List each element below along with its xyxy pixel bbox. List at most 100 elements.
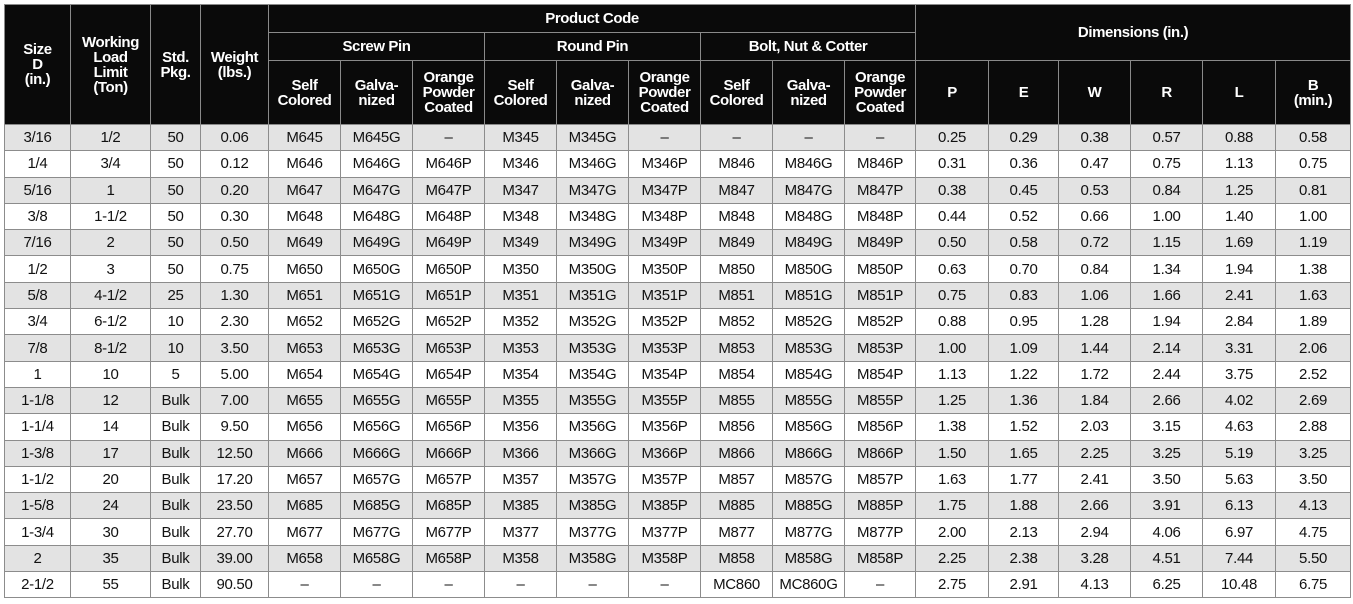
finish-header: Orange Powder Coated xyxy=(628,60,701,125)
table-cell: 7/8 xyxy=(4,334,71,362)
table-cell: – xyxy=(628,123,701,152)
table-cell: 5/16 xyxy=(4,176,71,204)
table-row: 1/2 3 50 0.75 M650 M650G M650P M350 M350G M350P M8… xyxy=(4,255,1352,283)
header-line: Self xyxy=(723,76,750,94)
table-cell: M877P xyxy=(843,518,917,546)
table-cell: M858 xyxy=(700,544,773,573)
table-cell: 0.12 xyxy=(200,150,269,178)
table-cell: 0.25 xyxy=(915,123,990,152)
table-cell: 50 xyxy=(150,123,201,152)
finish-header: Galva-nized xyxy=(556,60,629,125)
table-cell: 0.88 xyxy=(1202,123,1277,152)
table-cell: M651 xyxy=(268,281,341,310)
table-cell: 1.84 xyxy=(1058,386,1132,415)
header-line: Load xyxy=(93,48,128,66)
dimension-header: P xyxy=(915,60,990,125)
table-cell: 1-3/8 xyxy=(4,439,71,467)
header-line: Powder xyxy=(854,84,906,101)
table-cell: M885P xyxy=(843,492,917,520)
table-cell: M356P xyxy=(628,413,701,441)
table-cell: M656P xyxy=(412,413,485,441)
table-cell: 1/4 xyxy=(4,150,71,178)
table-cell: M658 xyxy=(268,544,341,573)
header-line: (Ton) xyxy=(93,78,128,96)
table-cell: Bulk xyxy=(150,386,201,415)
table-cell: M848G xyxy=(772,202,845,231)
table-cell: M677P xyxy=(412,518,485,546)
table-cell: M846 xyxy=(700,150,773,178)
table-cell: 0.75 xyxy=(915,281,990,310)
table-cell: M655 xyxy=(268,386,341,415)
table-cell: M666 xyxy=(268,439,341,467)
table-cell: 2.41 xyxy=(1058,465,1132,494)
table-cell: 1 xyxy=(4,360,71,388)
table-cell: 10 xyxy=(70,360,151,388)
table-cell: 5.63 xyxy=(1202,465,1277,494)
table-cell: 0.47 xyxy=(1058,150,1132,178)
table-cell: M847P xyxy=(843,176,917,204)
table-cell: 1.69 xyxy=(1202,229,1277,257)
table-cell: 2.44 xyxy=(1130,360,1204,388)
table-cell: M351P xyxy=(628,281,701,310)
table-cell: M855P xyxy=(843,386,917,415)
table-cell: 50 xyxy=(150,202,201,231)
table-cell: 1.13 xyxy=(915,360,990,388)
table-cell: M654 xyxy=(268,360,341,388)
finish-header: Orange Powder Coated xyxy=(843,60,917,125)
header-line: Self xyxy=(291,76,318,94)
header-line: Std. xyxy=(162,48,189,66)
table-cell: 1.63 xyxy=(1275,281,1352,310)
table-cell: 1.00 xyxy=(1275,202,1352,231)
table-cell: M657 xyxy=(268,465,341,494)
table-cell: M646 xyxy=(268,150,341,178)
table-cell: 2.06 xyxy=(1275,334,1352,362)
table-cell: 1.75 xyxy=(915,492,990,520)
header-line: Galva- xyxy=(354,76,399,94)
table-cell: 1 xyxy=(70,176,151,204)
dimensions-header: Dimensions (in.) xyxy=(915,4,1352,61)
table-cell: M645 xyxy=(268,123,341,152)
table-cell: 8-1/2 xyxy=(70,334,151,362)
header-line: Powder xyxy=(638,84,691,101)
table-cell: 4.13 xyxy=(1275,492,1352,520)
table-cell: M351 xyxy=(484,281,557,310)
table-cell: Bulk xyxy=(150,439,201,467)
table-cell: 2.30 xyxy=(200,308,269,336)
table-cell: M649G xyxy=(340,229,413,257)
table-cell: M658P xyxy=(412,544,485,573)
table-cell: – xyxy=(340,571,413,599)
table-cell: M348P xyxy=(628,202,701,231)
table-cell: 0.72 xyxy=(1058,229,1132,257)
table-cell: M685 xyxy=(268,492,341,520)
table-cell: M877G xyxy=(772,518,845,546)
product-code-header: Product Code xyxy=(267,4,917,33)
table-cell: 0.58 xyxy=(1275,123,1352,152)
table-cell: 0.38 xyxy=(915,176,990,204)
table-cell: M354 xyxy=(484,360,557,388)
table-cell: 50 xyxy=(150,176,201,204)
table-cell: M650P xyxy=(412,255,485,283)
table-cell: 1-1/4 xyxy=(4,413,71,441)
table-cell: M852P xyxy=(843,308,917,336)
header-line: (lbs.) xyxy=(217,63,252,81)
table-cell: 0.36 xyxy=(988,150,1060,178)
table-cell: 1.88 xyxy=(988,492,1060,520)
table-cell: 0.31 xyxy=(915,150,990,178)
table-cell: M346P xyxy=(628,150,701,178)
header-line: Coated xyxy=(424,99,473,116)
table-cell: M848 xyxy=(700,202,773,231)
table-cell: M385P xyxy=(628,492,701,520)
table-cell: M357G xyxy=(556,465,629,494)
table-cell: 1.06 xyxy=(1058,281,1132,310)
table-cell: 6.13 xyxy=(1202,492,1277,520)
table-cell: 3.50 xyxy=(200,334,269,362)
table-cell: 1.19 xyxy=(1275,229,1352,257)
table-cell: M850 xyxy=(700,255,773,283)
table-cell: 10 xyxy=(150,334,201,362)
table-cell: M851 xyxy=(700,281,773,310)
table-cell: M366P xyxy=(628,439,701,467)
table-cell: 0.58 xyxy=(988,229,1060,257)
table-cell: M855G xyxy=(772,386,845,415)
table-cell: 39.00 xyxy=(200,544,269,573)
table-cell: 1.15 xyxy=(1130,229,1204,257)
